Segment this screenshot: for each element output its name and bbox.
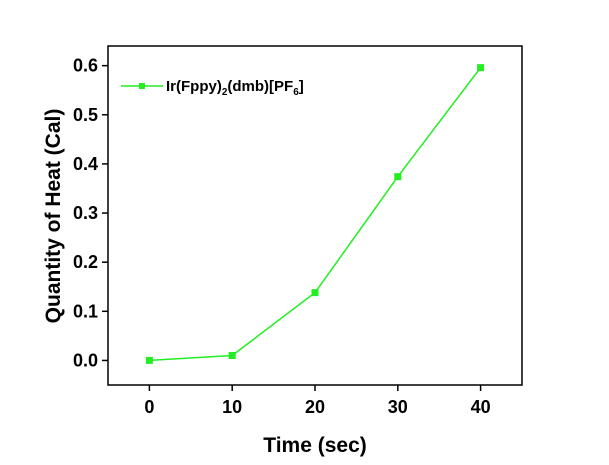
- x-tick-label: 20: [305, 397, 325, 417]
- data-point: [311, 289, 319, 297]
- x-axis-title: Time (sec): [263, 434, 367, 457]
- y-axis-title: Quantity of Heat (Cal): [42, 109, 65, 324]
- plot-frame: [107, 45, 523, 386]
- legend-marker: [139, 83, 145, 89]
- y-tick-label: 0.3: [73, 203, 98, 223]
- y-tick-label: 0.1: [73, 301, 98, 321]
- y-tick-label: 0.5: [73, 105, 98, 125]
- y-tick-label: 0.0: [73, 350, 98, 370]
- data-point: [228, 352, 236, 360]
- series-line: [149, 67, 482, 362]
- x-tick-label: 30: [388, 397, 408, 417]
- x-tick-label: 40: [471, 397, 491, 417]
- data-point: [394, 173, 402, 181]
- y-tick-label: 0.2: [73, 252, 98, 272]
- data-point: [477, 64, 485, 72]
- legend: Ir(Fppy)2(dmb)[PF6]: [121, 78, 304, 98]
- y-axis-ticks: 0.0 0.1 0.2 0.3 0.4 0.5 0.6: [73, 56, 108, 370]
- x-tick-label: 0: [144, 397, 154, 417]
- y-tick-label: 0.6: [73, 56, 98, 76]
- series-layer: [145, 64, 485, 364]
- legend-entry-label: Ir(Fppy)2(dmb)[PF6]: [166, 78, 304, 98]
- y-tick-label: 0.4: [73, 154, 98, 174]
- x-axis-ticks: 0 10 20 30 40: [144, 385, 491, 417]
- data-point: [145, 356, 153, 364]
- x-tick-label: 10: [222, 397, 242, 417]
